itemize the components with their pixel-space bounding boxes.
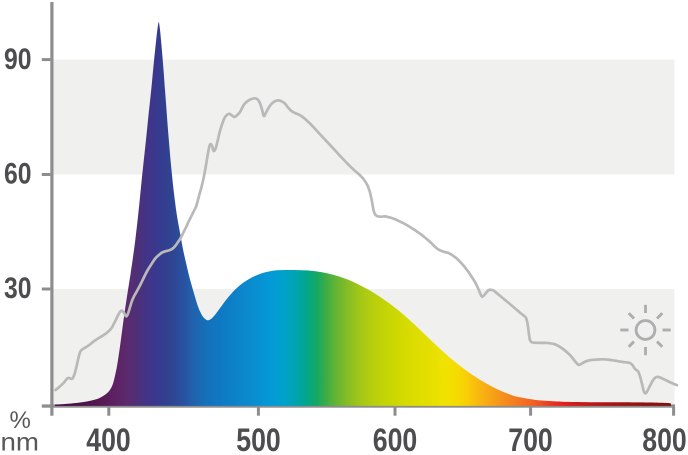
- svg-text:%: %: [10, 407, 31, 434]
- svg-text:700: 700: [508, 422, 553, 455]
- svg-text:30: 30: [4, 272, 32, 305]
- svg-text:800: 800: [642, 422, 687, 455]
- svg-text:60: 60: [4, 158, 32, 191]
- svg-text:90: 90: [4, 43, 32, 76]
- svg-text:500: 500: [236, 422, 281, 455]
- svg-text:400: 400: [86, 422, 131, 455]
- svg-text:nm: nm: [1, 429, 40, 455]
- svg-text:600: 600: [373, 422, 418, 455]
